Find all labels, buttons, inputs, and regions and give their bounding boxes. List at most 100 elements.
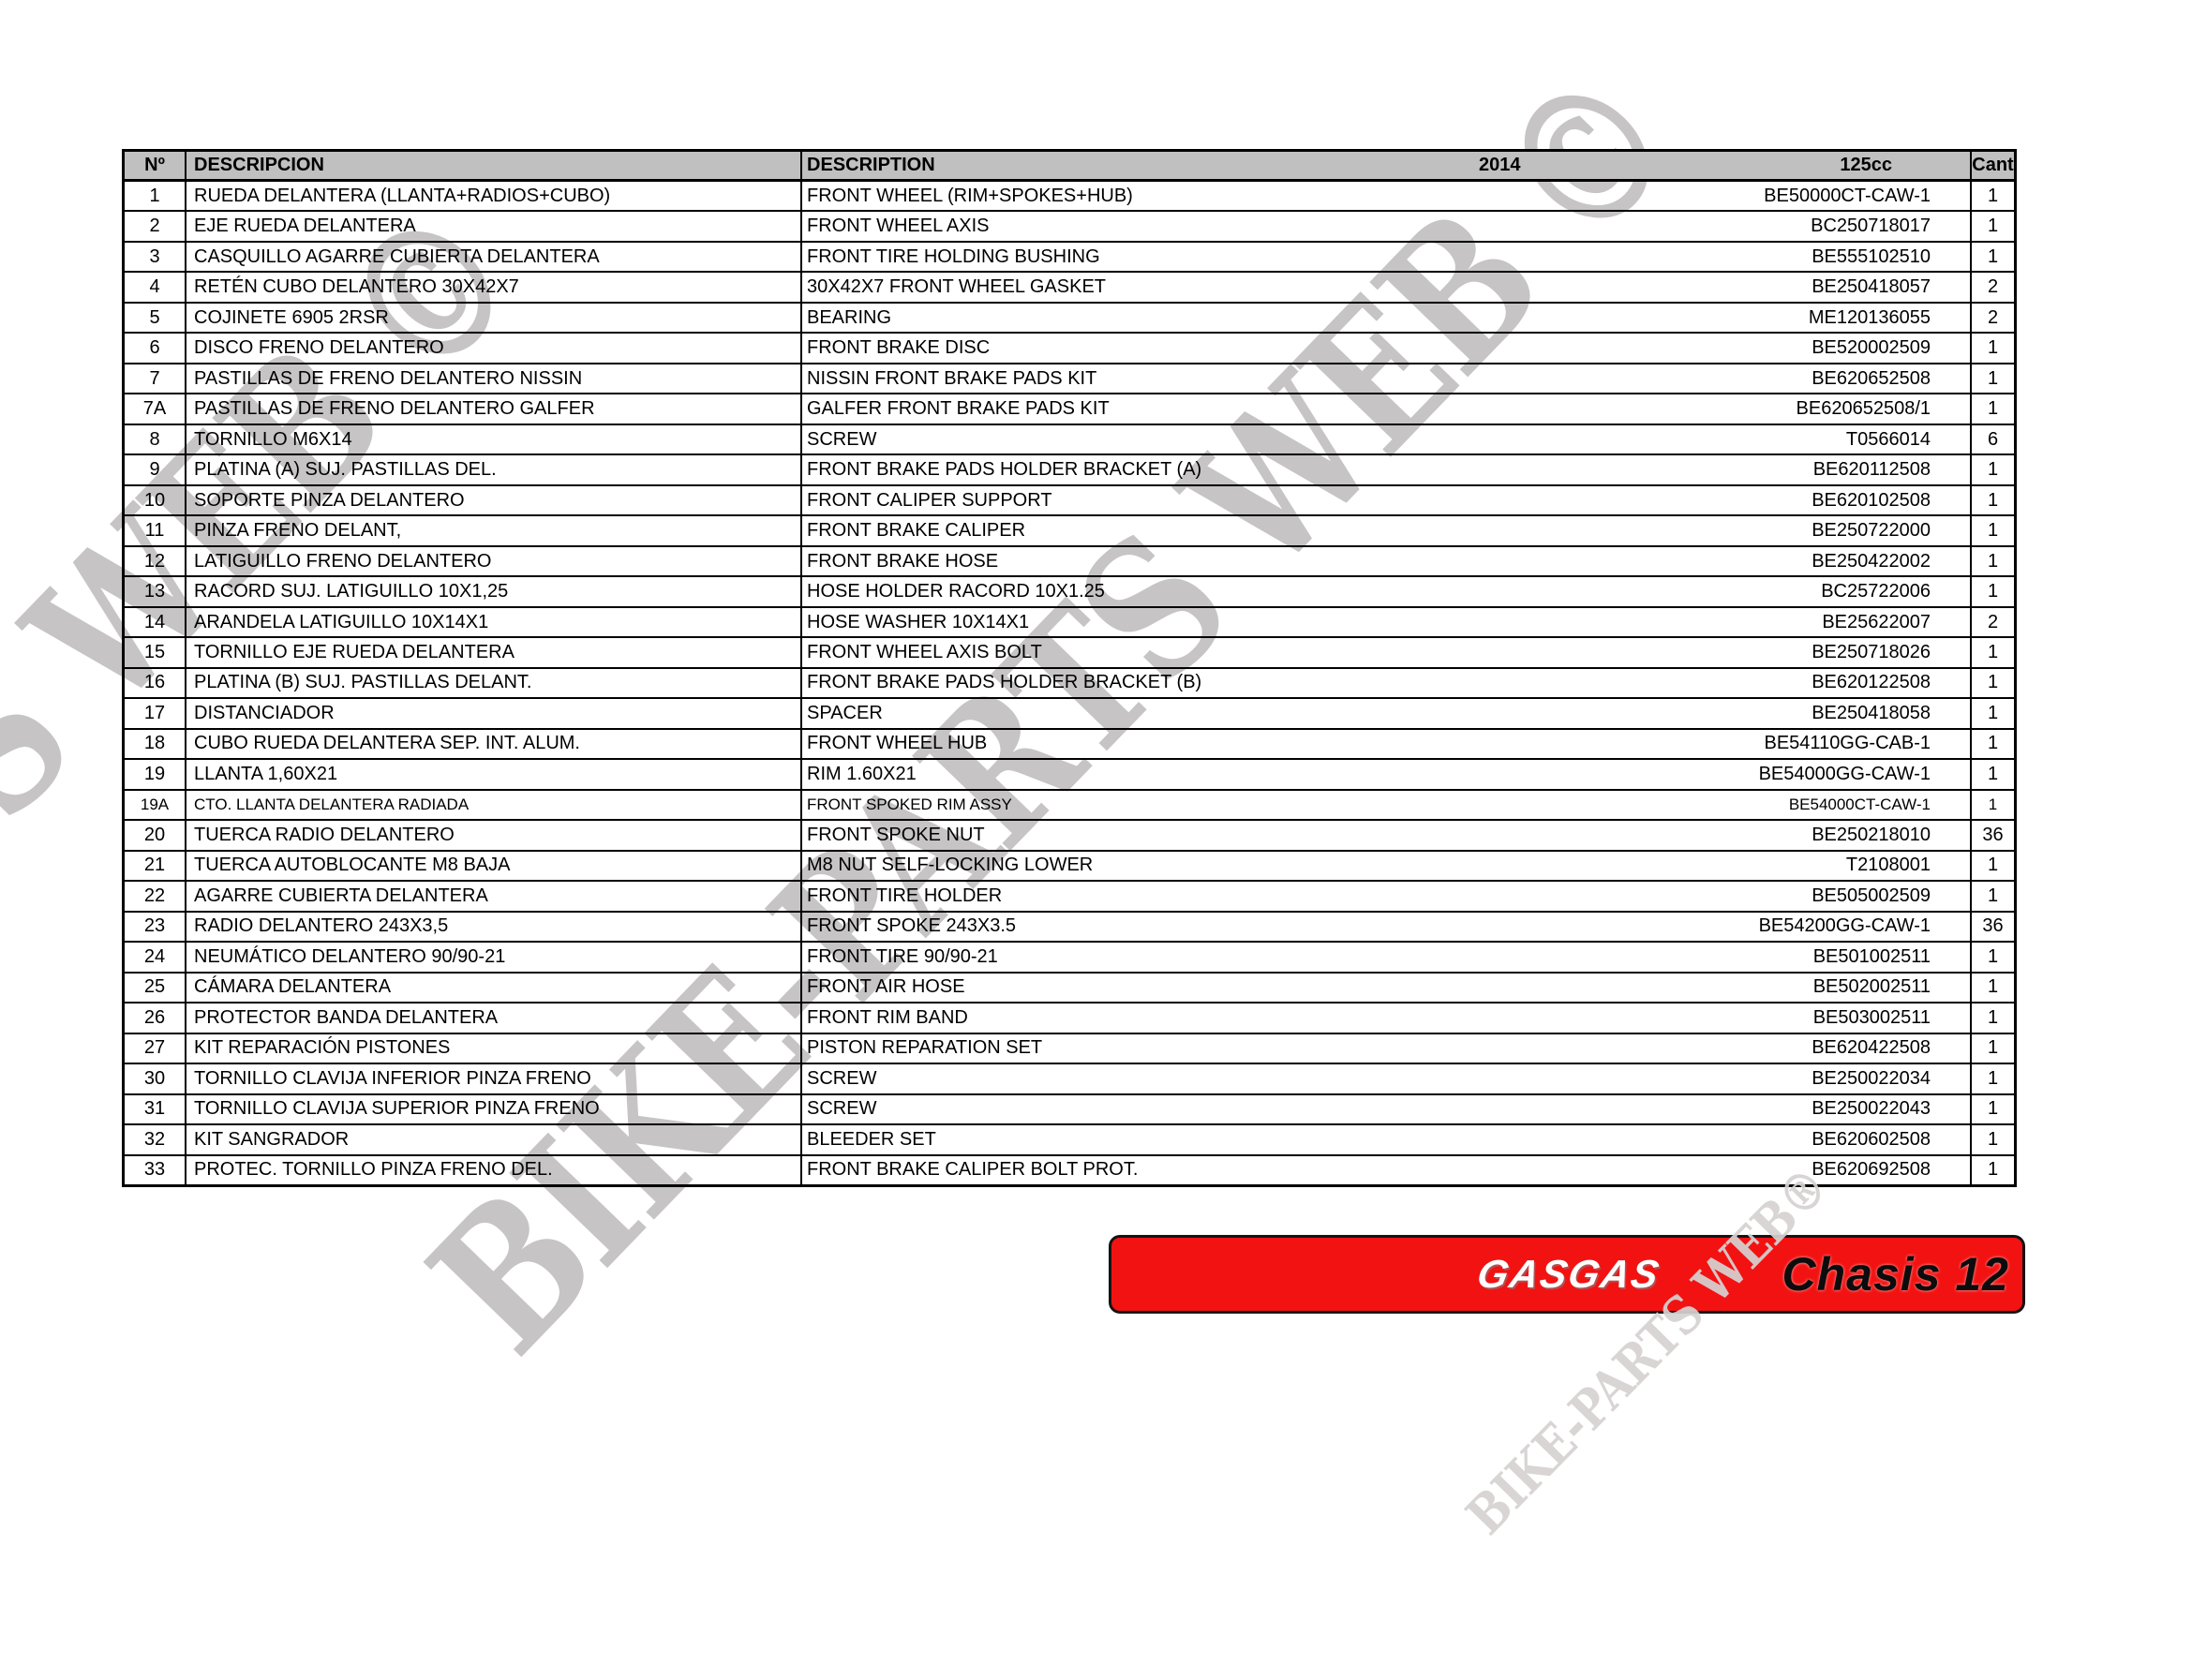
cell-desc-en: GALFER FRONT BRAKE PADS KIT BE620652508/1 [802, 394, 1970, 423]
cell-desc-es: PASTILLAS DE FRENO DELANTERO GALFER [186, 394, 802, 424]
table-row: 20 TUERCA RADIO DELANTERO FRONT SPOKE NUT B… [125, 821, 2014, 852]
cell-desc-en: FRONT WHEEL AXIS BC250718017 [802, 212, 1970, 240]
cell-num: 18 [125, 729, 186, 759]
cell-desc-en: SCREW BE250022043 [802, 1095, 1970, 1123]
cell-qty: 2 [1970, 273, 2014, 302]
cell-desc-en: M8 NUT SELF-LOCKING LOWER T2108001 [802, 852, 1970, 880]
cell-qty: 1 [1970, 1064, 2014, 1093]
cell-qty: 1 [1970, 485, 2014, 515]
cell-qty: 1 [1970, 882, 2014, 911]
cell-part-number: BE250418058 [1812, 702, 1931, 723]
cell-part-number: BE250418057 [1812, 276, 1931, 298]
header-num: Nº [125, 152, 186, 179]
cell-num: 14 [125, 607, 186, 637]
cell-num: 7 [125, 364, 186, 394]
header-desc-es: DESCRIPCION [186, 152, 802, 179]
table-row: 19 LLANTA 1,60X21 RIM 1.60X21 BE54000GG-CAW… [125, 760, 2014, 791]
cell-desc-es: RADIO DELANTERO 243X3,5 [186, 912, 802, 942]
cell-qty: 6 [1970, 424, 2014, 454]
table-row: 22 AGARRE CUBIERTA DELANTERA FRONT TIRE HO… [125, 882, 2014, 913]
cell-part-number: BE620422508 [1812, 1037, 1931, 1059]
cell-desc-es: LLANTA 1,60X21 [186, 760, 802, 789]
header-model: 125cc [1840, 155, 1892, 175]
cell-part-number: BE250022034 [1812, 1067, 1931, 1089]
cell-qty: 1 [1970, 851, 2014, 881]
cell-desc-en: FRONT BRAKE CALIPER BOLT PROT. BE62069250… [802, 1156, 1970, 1184]
table-row: 25 CÁMARA DELANTERA FRONT AIR HOSE BE502002… [125, 973, 2014, 1004]
cell-qty: 36 [1970, 912, 2014, 942]
table-row: 2 EJE RUEDA DELANTERA FRONT WHEEL AXIS BC25… [125, 212, 2014, 243]
cell-qty: 1 [1970, 973, 2014, 1003]
cell-num: 8 [125, 424, 186, 454]
cell-num: 19 [125, 760, 186, 789]
cell-part-number: BE250422002 [1812, 550, 1931, 572]
cell-desc-es: LATIGUILLO FRENO DELANTERO [186, 546, 802, 576]
cell-num: 32 [125, 1125, 186, 1154]
cell-part-number: BE50000CT-CAW-1 [1764, 185, 1931, 206]
cell-desc-en: FRONT TIRE 90/90-21 BE501002511 [802, 943, 1970, 971]
cell-desc-es: COJINETE 6905 2RSR [186, 303, 802, 333]
cell-part-number: BE502002511 [1812, 976, 1931, 998]
table-row: 15 TORNILLO EJE RUEDA DELANTERA FRONT WHEE… [125, 638, 2014, 669]
cell-desc-en: FRONT BRAKE HOSE BE250422002 [802, 547, 1970, 575]
cell-qty: 1 [1970, 182, 2014, 211]
table-row: 5 COJINETE 6905 2RSR BEARING ME120136055 2 [125, 303, 2014, 335]
cell-part-number: BE620692508 [1812, 1159, 1931, 1181]
cell-qty: 1 [1970, 242, 2014, 272]
parts-table: Nº DESCRIPCION DESCRIPTION 2014 125cc Ca… [122, 149, 2017, 1187]
cell-desc-es: CUBO RUEDA DELANTERA SEP. INT. ALUM. [186, 729, 802, 759]
cell-desc-en: FRONT SPOKED RIM ASSY BE54000CT-CAW-1 [802, 791, 1970, 819]
cell-desc-en: FRONT AIR HOSE BE502002511 [802, 974, 1970, 1002]
cell-desc-en: FRONT TIRE HOLDER BE505002509 [802, 882, 1970, 910]
cell-qty: 1 [1970, 1004, 2014, 1033]
cell-qty: 1 [1970, 638, 2014, 667]
cell-part-number: ME120136055 [1808, 306, 1931, 328]
cell-desc-en: FRONT SPOKE 243X3.5 BE54200GG-CAW-1 [802, 913, 1970, 941]
cell-num: 3 [125, 242, 186, 272]
cell-part-number: T0566014 [1845, 428, 1931, 450]
cell-part-number: BE505002509 [1812, 885, 1931, 906]
cell-desc-en: FRONT WHEEL HUB BE54110GG-CAB-1 [802, 730, 1970, 758]
cell-part-number: T2108001 [1845, 855, 1931, 876]
table-row: 31 TORNILLO CLAVIJA SUPERIOR PINZA FRENO S… [125, 1094, 2014, 1126]
table-row: 13 RACORD SUJ. LATIGUILLO 10X1,25 HOSE HOL… [125, 577, 2014, 608]
table-row: 30 TORNILLO CLAVIJA INFERIOR PINZA FRENO S… [125, 1064, 2014, 1095]
cell-num: 15 [125, 638, 186, 667]
cell-desc-en: SPACER BE250418058 [802, 699, 1970, 727]
cell-part-number: BE250022043 [1812, 1098, 1931, 1120]
cell-qty: 2 [1970, 607, 2014, 637]
cell-desc-en: FRONT BRAKE DISC BE520002509 [802, 334, 1970, 362]
cell-desc-en: FRONT BRAKE PADS HOLDER BRACKET (B) BE620… [802, 669, 1970, 697]
cell-num: 19A [125, 790, 186, 820]
cell-qty: 1 [1970, 1155, 2014, 1184]
header-desc-en: DESCRIPTION 2014 125cc [802, 152, 1970, 179]
cell-desc-en: 30X42X7 FRONT WHEEL GASKET BE250418057 [802, 273, 1970, 301]
cell-num: 11 [125, 516, 186, 545]
cell-qty: 1 [1970, 668, 2014, 698]
cell-desc-en: FRONT CALIPER SUPPORT BE620102508 [802, 486, 1970, 514]
table-row: 4 RETÉN CUBO DELANTERO 30X42X7 30X42X7 FRO… [125, 273, 2014, 304]
cell-num: 4 [125, 273, 186, 302]
cell-desc-en: BEARING ME120136055 [802, 304, 1970, 332]
gasgas-logo: GASGAS [1473, 1252, 1664, 1296]
table-row: 9 PLATINA (A) SUJ. PASTILLAS DEL. FRONT BR… [125, 455, 2014, 486]
cell-part-number: BE620122508 [1812, 672, 1931, 693]
cell-qty: 1 [1970, 516, 2014, 545]
cell-desc-en: RIM 1.60X21 BE54000GG-CAW-1 [802, 760, 1970, 788]
cell-desc-es: TUERCA AUTOBLOCANTE M8 BAJA [186, 851, 802, 881]
cell-num: 2 [125, 212, 186, 241]
cell-desc-es: PASTILLAS DE FRENO DELANTERO NISSIN [186, 364, 802, 394]
table-row: 7 PASTILLAS DE FRENO DELANTERO NISSIN NISS… [125, 364, 2014, 395]
cell-desc-es: ARANDELA LATIGUILLO 10X14X1 [186, 607, 802, 637]
cell-num: 1 [125, 182, 186, 211]
cell-num: 31 [125, 1094, 186, 1124]
cell-desc-es: TORNILLO CLAVIJA INFERIOR PINZA FRENO [186, 1064, 802, 1093]
table-row: 11 PINZA FRENO DELANT, FRONT BRAKE CALIPER… [125, 516, 2014, 547]
table-row: 33 PROTEC. TORNILLO PINZA FRENO DEL. FRONT… [125, 1155, 2014, 1184]
cell-num: 26 [125, 1004, 186, 1033]
table-row: 27 KIT REPARACIÓN PISTONES PISTON REPARATI… [125, 1033, 2014, 1065]
cell-part-number: BE520002509 [1812, 337, 1931, 359]
cell-part-number: BE250218010 [1812, 824, 1931, 845]
cell-qty: 1 [1970, 1094, 2014, 1124]
table-row: 26 PROTECTOR BANDA DELANTERA FRONT RIM BAN… [125, 1004, 2014, 1034]
